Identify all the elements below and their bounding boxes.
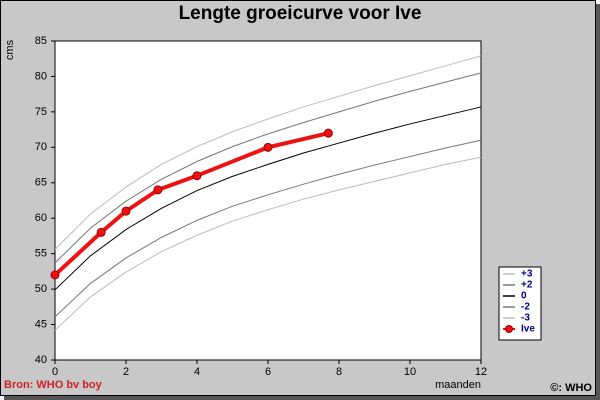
- legend-marker: [505, 325, 513, 333]
- y-tick-label: 65: [35, 177, 47, 189]
- y-tick-label: 45: [35, 318, 47, 330]
- data-point: [96, 227, 106, 237]
- series-line: [54, 55, 482, 250]
- data-point: [192, 171, 202, 181]
- x-tick-label: 6: [265, 366, 271, 378]
- y-tick-label: 70: [35, 141, 47, 153]
- legend-label: -3: [521, 313, 530, 324]
- legend-label: -2: [521, 302, 530, 313]
- series-line: [54, 139, 482, 318]
- y-tick-label: 60: [35, 212, 47, 224]
- x-tick-label: 4: [194, 366, 200, 378]
- data-point: [50, 270, 60, 280]
- shadow: [4, 396, 600, 400]
- copyright: ©: WHO: [550, 382, 592, 394]
- series-line: [54, 106, 482, 291]
- data-point: [323, 128, 333, 138]
- y-tick-label: 80: [35, 70, 47, 82]
- x-tick-label: 0: [52, 366, 58, 378]
- data-point: [263, 142, 273, 152]
- legend-label: +3: [521, 269, 533, 280]
- x-tick-label: 12: [475, 366, 487, 378]
- y-tick-label: 50: [35, 283, 47, 295]
- y-tick-label: 55: [35, 248, 47, 260]
- x-tick-label: 8: [336, 366, 342, 378]
- x-tick-label: 10: [404, 366, 416, 378]
- source: Bron: WHO bv boy: [4, 379, 103, 391]
- y-tick-label: 85: [35, 35, 47, 47]
- series-line: [54, 72, 482, 264]
- chart-title: Lengte groeicurve voor Ive: [179, 3, 422, 24]
- x-axis-label: maanden: [435, 379, 481, 391]
- legend-label: Ive: [521, 324, 535, 335]
- data-point: [121, 206, 131, 216]
- y-tick-label: 40: [35, 354, 47, 366]
- legend-label: +2: [521, 280, 533, 291]
- y-axis-label: cms: [4, 39, 16, 60]
- shadow: [596, 4, 600, 400]
- legend-label: 0: [521, 291, 527, 302]
- series-line: [54, 156, 482, 331]
- plot-area: [54, 40, 482, 361]
- x-tick-label: 2: [123, 366, 129, 378]
- data-point: [153, 185, 163, 195]
- y-tick-label: 75: [35, 106, 47, 118]
